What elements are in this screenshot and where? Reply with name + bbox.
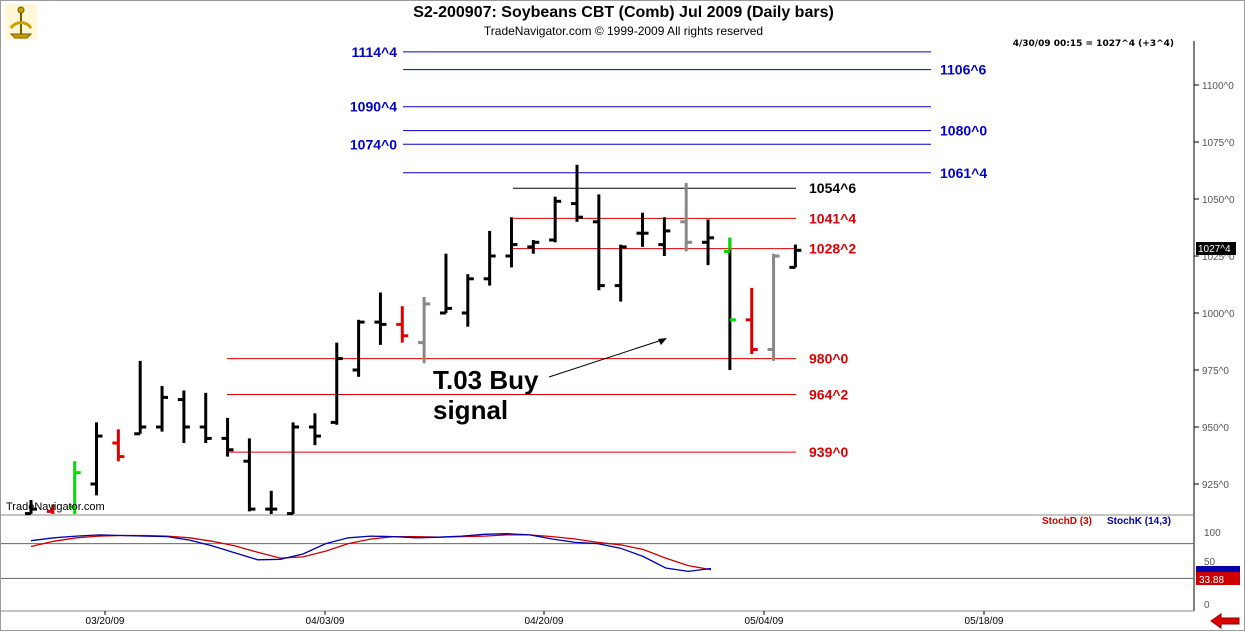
- y-tick-label: 1100^0: [1202, 81, 1234, 92]
- x-tick-label: 04/03/09: [306, 616, 345, 627]
- price-bar: [68, 461, 81, 514]
- price-bar: [549, 196, 562, 243]
- y-tick-label: 950^0: [1202, 423, 1229, 434]
- price-bar: [658, 217, 671, 256]
- price-bar: [614, 244, 627, 302]
- price-bar: [439, 253, 452, 315]
- stoch-tick-label: 50: [1204, 557, 1216, 568]
- stochd-legend: StochD (3): [1042, 516, 1092, 527]
- price-bar: [221, 417, 234, 457]
- x-tick-label: 05/04/09: [745, 616, 784, 627]
- stoch-tick-label: 100: [1204, 528, 1221, 539]
- price-bar: [505, 217, 518, 268]
- price-bar: [352, 319, 365, 377]
- level-label: 1106^6: [940, 62, 987, 78]
- y-tick-label: 1050^0: [1202, 195, 1235, 206]
- price-bar: [571, 164, 583, 222]
- scroll-left-arrow-icon[interactable]: [1209, 613, 1241, 629]
- chart-title: S2-200907: Soybeans CBT (Comb) Jul 2009 …: [413, 4, 834, 21]
- annotation-line1: T.03 Buy: [433, 365, 539, 395]
- signal-arrowhead: [658, 338, 667, 345]
- price-bar: [527, 240, 540, 254]
- level-label: 1061^4: [940, 165, 987, 181]
- price-bar: [156, 386, 169, 432]
- price-bar: [418, 297, 431, 364]
- price-bar: [723, 237, 736, 370]
- watermark: TradeNavigator.com: [6, 501, 105, 513]
- y-tick-label: 1000^0: [1202, 309, 1235, 320]
- level-label: 1054^6: [809, 180, 856, 196]
- price-bar: [177, 390, 190, 443]
- price-bar: [789, 244, 802, 269]
- price-bar: [636, 212, 649, 247]
- title-bar: S2-200907: Soybeans CBT (Comb) Jul 2009 …: [1, 1, 1245, 41]
- level-label: 964^2: [809, 387, 849, 403]
- annotation-line2: signal: [433, 395, 509, 425]
- y-tick-label: 975^0: [1202, 366, 1229, 377]
- stoch-tick-label: 0: [1204, 600, 1210, 611]
- price-bar: [374, 292, 387, 345]
- price-bar: [767, 253, 780, 361]
- price-bar: [287, 422, 300, 516]
- stochd-line: [30, 534, 712, 571]
- price-bar: [46, 504, 55, 514]
- price-bar: [330, 342, 343, 425]
- y-tick-label: 1075^0: [1202, 138, 1235, 149]
- level-label: 980^0: [809, 351, 849, 367]
- price-bar: [243, 438, 256, 512]
- price-bar: [396, 306, 409, 343]
- stoch-value-tag: 33.88: [1196, 566, 1240, 586]
- price-bar: [745, 287, 758, 354]
- price-bar: [592, 194, 605, 291]
- price-bar: [199, 392, 212, 443]
- level-label: 1090^4: [350, 99, 397, 115]
- price-bar: [483, 230, 496, 286]
- stoch-value-text: 33.88: [1199, 575, 1224, 586]
- level-label: 1080^0: [940, 123, 987, 139]
- price-bar: [134, 360, 147, 436]
- price-bar: [702, 219, 715, 266]
- price-bar: [461, 274, 474, 327]
- price-bar: [25, 500, 37, 516]
- price-bar: [112, 429, 125, 462]
- price-bar: [265, 490, 278, 514]
- level-label: 1074^0: [350, 136, 397, 152]
- x-tick-label: 04/20/09: [525, 616, 564, 627]
- level-label: 1028^2: [809, 241, 856, 257]
- price-bar: [680, 183, 693, 252]
- stochk-legend: StochK (14,3): [1107, 516, 1171, 527]
- x-tick-label: 05/18/09: [965, 616, 1004, 627]
- level-label: 1041^4: [809, 210, 856, 226]
- stochk-line: [30, 533, 712, 573]
- x-tick-label: 03/20/09: [86, 616, 125, 627]
- level-label: 1114^4: [351, 44, 397, 60]
- sextant-icon[interactable]: [5, 4, 37, 40]
- price-bar: [308, 413, 321, 446]
- price-bar: [90, 422, 103, 496]
- signal-arrow: [548, 338, 666, 378]
- buy-signal-annotation: T.03 Buy signal: [433, 365, 539, 425]
- y-tick-label: 1025^0: [1202, 252, 1235, 263]
- y-tick-label: 925^0: [1202, 480, 1229, 491]
- price-tag-text: 1027^4: [1198, 244, 1231, 255]
- price-tag: 1027^4: [1196, 242, 1236, 255]
- chart-subtitle: TradeNavigator.com © 1999-2009 All right…: [483, 24, 764, 38]
- level-label: 939^0: [809, 444, 849, 460]
- price-info-readout: 4/30/09 00:15 = 1027^4 (+3^4): [1012, 39, 1174, 49]
